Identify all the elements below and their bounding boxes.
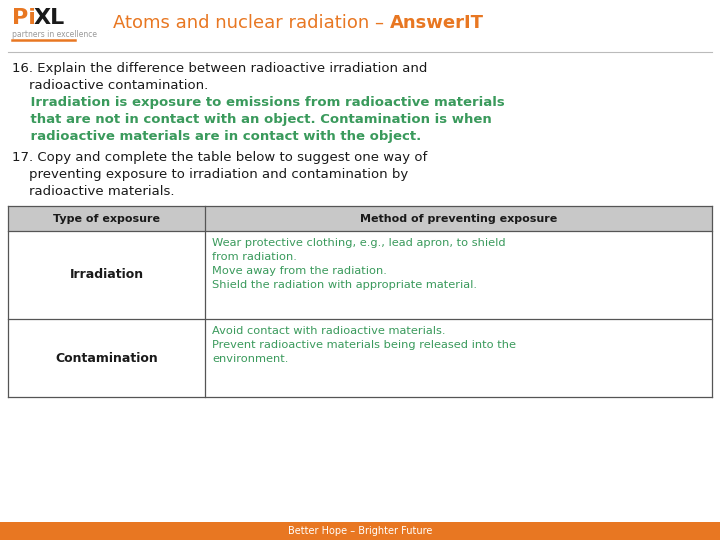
- Text: radioactive contamination.: radioactive contamination.: [12, 79, 208, 92]
- Text: Type of exposure: Type of exposure: [53, 213, 160, 224]
- Text: radioactive materials.: radioactive materials.: [12, 185, 174, 198]
- Text: Wear protective clothing, e.g., lead apron, to shield
from radiation.
Move away : Wear protective clothing, e.g., lead apr…: [212, 238, 505, 290]
- Text: Contamination: Contamination: [55, 352, 158, 365]
- Text: Atoms and nuclear radiation –: Atoms and nuclear radiation –: [113, 14, 390, 32]
- Text: that are not in contact with an object. Contamination is when: that are not in contact with an object. …: [12, 113, 492, 126]
- Bar: [0, 522, 720, 540]
- Text: partners in excellence: partners in excellence: [12, 30, 97, 39]
- Text: Pi: Pi: [12, 8, 36, 28]
- Text: Avoid contact with radioactive materials.
Prevent radioactive materials being re: Avoid contact with radioactive materials…: [212, 326, 516, 364]
- Text: 17. Copy and complete the table below to suggest one way of: 17. Copy and complete the table below to…: [12, 151, 427, 164]
- Bar: [8, 206, 712, 231]
- Text: radioactive materials are in contact with the object.: radioactive materials are in contact wit…: [12, 130, 421, 143]
- Text: 16. Explain the difference between radioactive irradiation and: 16. Explain the difference between radio…: [12, 62, 428, 75]
- Text: Method of preventing exposure: Method of preventing exposure: [360, 213, 557, 224]
- Text: Irradiation is exposure to emissions from radioactive materials: Irradiation is exposure to emissions fro…: [12, 96, 505, 109]
- Text: AnswerIT: AnswerIT: [390, 14, 484, 32]
- Text: Better Hope – Brighter Future: Better Hope – Brighter Future: [288, 526, 432, 536]
- Text: preventing exposure to irradiation and contamination by: preventing exposure to irradiation and c…: [12, 168, 408, 181]
- Text: XL: XL: [34, 8, 66, 28]
- Text: Irradiation: Irradiation: [69, 268, 143, 281]
